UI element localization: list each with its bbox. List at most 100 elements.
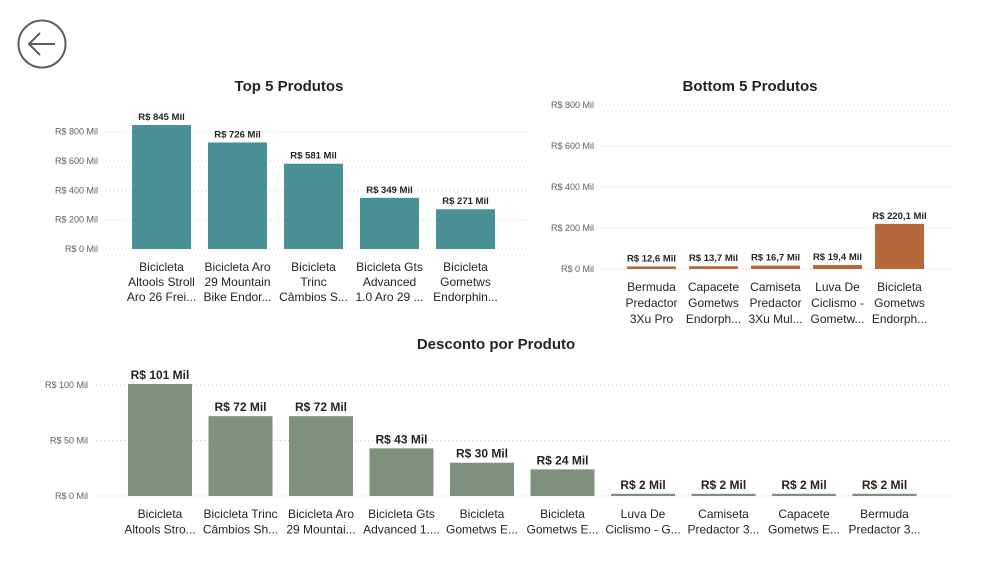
desconto-bar [289,416,353,496]
desconto-data-label: R$ 30 Mil [456,447,508,461]
desconto-bar [852,493,917,496]
top5-data-label: R$ 349 Mil [366,185,412,196]
desconto-category-label: Advanced 1.... [363,523,440,537]
desconto-category-label: Gometws E... [446,523,518,537]
desconto-bar [450,462,514,496]
desconto-y-tick-label: R$ 50 Mil [50,436,88,446]
top5-category-label: Trinc [300,275,326,289]
bottom5-data-label: R$ 12,6 Mil [627,253,676,264]
desconto-data-label: R$ 2 Mil [862,478,907,492]
top5-title: Top 5 Produtos [235,78,344,95]
desconto-data-label: R$ 2 Mil [701,478,746,492]
top5-category-label: Endorphin... [433,290,498,304]
top5-bar [360,197,419,249]
desconto-y-tick-label: R$ 100 Mil [45,380,88,390]
top5-y-tick-label: R$ 400 Mil [55,185,98,195]
desconto-data-label: R$ 101 Mil [131,368,190,382]
bottom5-category-label: 3Xu Mul... [748,312,802,326]
bottom5-y-tick-label: R$ 400 Mil [551,182,594,192]
back-button[interactable] [17,19,67,69]
desconto-bar [611,493,675,496]
bottom5-category-label: Ciclismo - [811,296,864,310]
bottom5-category-label: Luva De [815,280,860,294]
top5-y-tick-label: R$ 0 Mil [65,244,98,254]
desconto-category-label: 29 Mountai... [286,523,355,537]
top5-category-label: Bicicleta [139,260,184,274]
top5-category-label: Bicicleta Aro [204,260,270,274]
desconto-category-label: Camiseta [698,507,749,521]
desconto-category-label: Bicicleta [460,507,505,521]
bottom5-category-label: Gometw... [810,312,864,326]
desconto-bar [691,493,756,496]
bottom5-bar [751,265,800,269]
top5-category-label: Gometws [440,275,491,289]
top5-category-label: Câmbios S... [279,290,348,304]
top5-category-label: Aro 26 Frei... [127,290,196,304]
bottom5-category-label: Predactor [625,296,677,310]
desconto-bar [369,448,434,496]
desconto-data-label: R$ 72 Mil [214,400,266,414]
desconto-category-label: Capacete [778,507,830,521]
top5-data-label: R$ 726 Mil [214,129,260,140]
desconto-category-label: Bicicleta Gts [368,507,435,521]
bottom5-y-tick-label: R$ 600 Mil [551,141,594,151]
desconto-category-label: Bicicleta Trinc [203,507,277,521]
bottom5-bar [813,265,862,269]
desconto-category-label: Gometws E... [768,523,840,537]
bottom5-category-label: 3Xu Pro [630,312,674,326]
top5-category-label: 1.0 Aro 29 ... [355,290,423,304]
top5-category-label: 29 Mountain [204,275,270,289]
top5-y-tick-label: R$ 600 Mil [55,156,98,166]
top5-y-tick-label: R$ 800 Mil [55,127,98,137]
bottom5-category-label: Endorph... [686,312,741,326]
bottom5-category-label: Bicicleta [877,280,922,294]
desconto-category-label: Bermuda [860,507,909,521]
bottom5-data-label: R$ 19,4 Mil [813,252,862,263]
desconto-category-label: Câmbios Sh... [203,523,278,537]
top5-y-tick-label: R$ 200 Mil [55,215,98,225]
bottom5-category-label: Gometws [874,296,925,310]
bottom5-y-tick-label: R$ 200 Mil [551,223,594,233]
top5-bar [208,142,267,249]
top5-category-label: Altools Stroll [128,275,195,289]
desconto-data-label: R$ 24 Mil [536,453,588,467]
arrow-left-icon [17,19,67,69]
desconto-category-label: Predactor 3... [687,523,759,537]
bottom5-data-label: R$ 16,7 Mil [751,253,800,264]
bottom5-bar [689,266,738,269]
bottom5-y-tick-label: R$ 800 Mil [551,100,594,110]
desconto-category-label: Bicicleta [540,507,585,521]
desconto-data-label: R$ 2 Mil [781,478,826,492]
top5-category-label: Bicicleta [443,260,488,274]
desconto-category-label: Altools Stro... [124,523,195,537]
desconto-data-label: R$ 43 Mil [375,432,427,446]
bottom5-data-label: R$ 220,1 Mil [872,211,926,222]
top5-category-label: Bike Endor... [203,290,271,304]
desconto-data-label: R$ 2 Mil [620,478,665,492]
bottom5-category-label: Bermuda [627,280,676,294]
bottom5-bar [875,223,924,269]
bottom5-title: Bottom 5 Produtos [683,78,818,95]
desconto-title: Desconto por Produto [417,336,575,353]
bottom5-category-label: Gometws [688,296,739,310]
desconto-category-label: Predactor 3... [848,523,920,537]
top5-data-label: R$ 581 Mil [290,151,336,162]
top5-data-label: R$ 271 Mil [442,196,488,207]
top5-bar [436,209,495,249]
desconto-bar [530,469,595,496]
desconto-category-label: Luva De [621,507,666,521]
desconto-y-tick-label: R$ 0 Mil [55,491,88,501]
top5-data-label: R$ 845 Mil [138,112,184,123]
top5-bar [284,163,343,249]
desconto-bar [772,493,836,496]
desconto-bar [128,384,192,496]
bottom5-category-label: Capacete [688,280,740,294]
bottom5-y-tick-label: R$ 0 Mil [561,264,594,274]
desconto-category-label: Ciclismo - G... [605,523,680,537]
bottom5-category-label: Predactor [749,296,801,310]
top5-bar [132,125,191,249]
bottom5-bar [627,266,676,269]
desconto-category-label: Bicicleta [138,507,183,521]
bottom5-category-label: Endorph... [872,312,927,326]
